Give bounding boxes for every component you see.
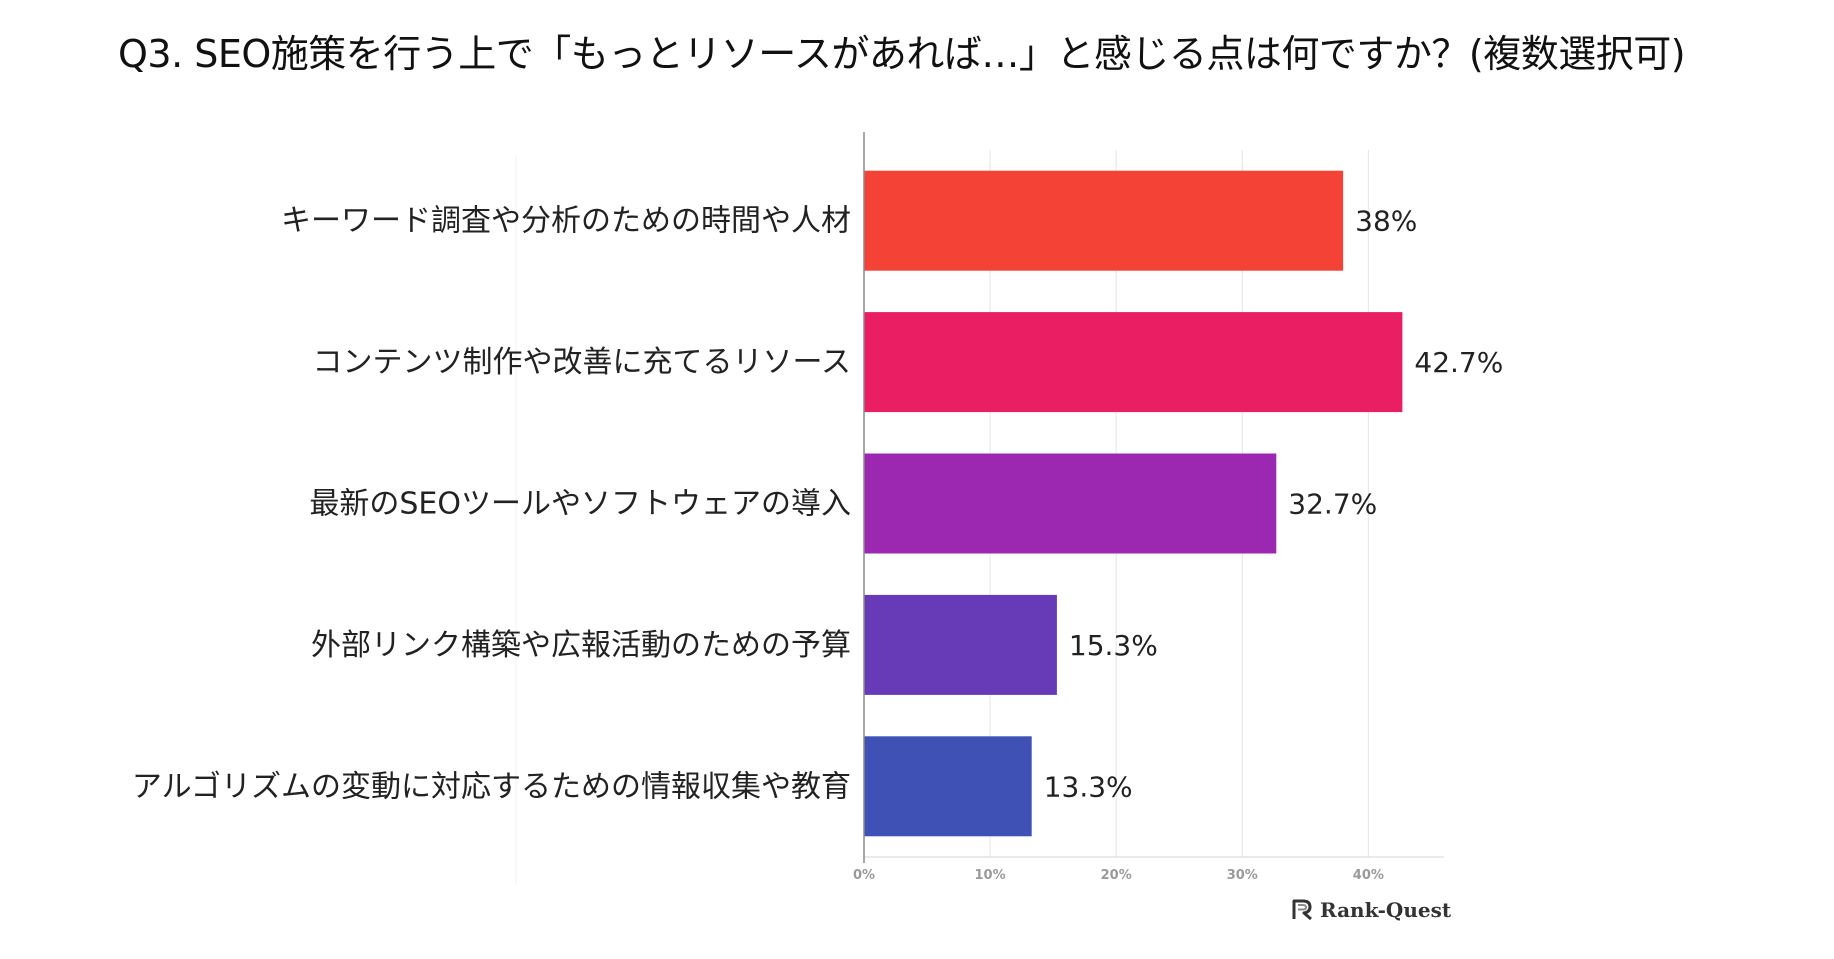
rank-quest-logo-icon [1292,899,1312,921]
value-label-2: 42.7% [1414,346,1503,379]
category-label-5: アルゴリズムの変動に対応するための情報収集や教育 [132,769,851,804]
x-tick-label-40: 40% [1353,868,1384,883]
value-label-1: 38% [1355,205,1417,238]
x-tick-label-20: 20% [1101,868,1132,883]
x-tick-label-10: 10% [975,868,1006,883]
bar-1 [864,170,1344,271]
rank-quest-logo-text: Rank-Quest [1320,898,1452,922]
category-label-4: 外部リンク構築や広報活動のための予算 [311,628,851,663]
rank-quest-logo: Rank-Quest [1290,898,1451,922]
x-tick-label-30: 30% [1227,868,1258,883]
bar-5 [864,736,1032,837]
bar-4 [864,594,1057,695]
bar-3 [864,453,1277,554]
value-label-4: 15.3% [1069,629,1158,662]
bar-2 [864,312,1403,413]
value-label-5: 13.3% [1044,770,1133,803]
x-tick-label-0: 0% [853,868,875,883]
category-label-1: キーワード調査や分析のための時間や人材 [281,204,851,239]
category-label-2: コンテンツ制作や改善に充てるリソース [313,345,852,380]
category-label-3: 最新のSEOツールやソフトウェアの導入 [309,487,851,522]
chart-title: Q3. SEO施策を行う上で「もっとリソースがあれば…」と感じる点は何ですか？(… [118,32,1686,76]
value-label-3: 32.7% [1288,488,1377,521]
